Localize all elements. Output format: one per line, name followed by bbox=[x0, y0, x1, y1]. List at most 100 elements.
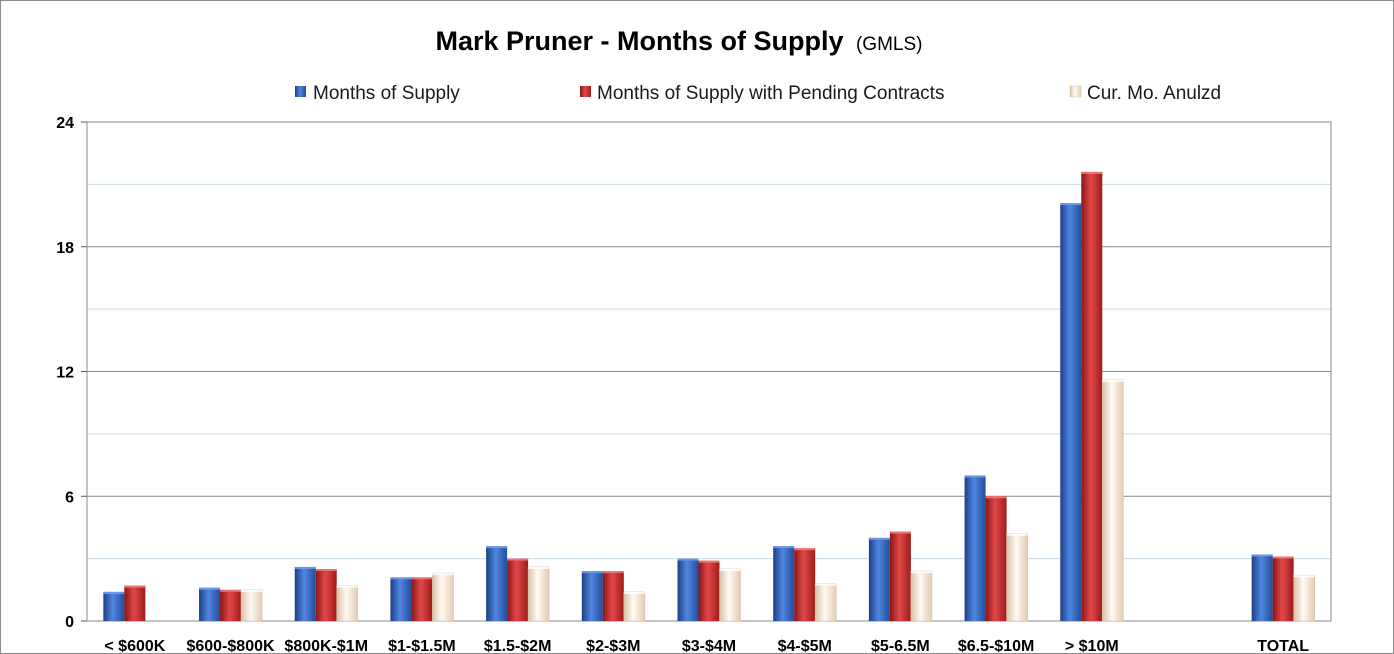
bar-pending-contracts bbox=[985, 496, 1007, 621]
bar-pending-contracts bbox=[889, 531, 911, 621]
x-tick-label: $5-6.5M bbox=[871, 638, 930, 653]
bar-top-highlight bbox=[1102, 379, 1124, 382]
x-tick-label: $4-$5M bbox=[778, 638, 832, 653]
bar-cur-mo-anulzd bbox=[336, 585, 359, 622]
bar-cur-mo-anulzd bbox=[814, 583, 837, 622]
y-tick-label: 24 bbox=[56, 115, 74, 132]
bar-top-highlight bbox=[1081, 171, 1103, 174]
bar-top-highlight bbox=[719, 569, 741, 572]
bar-top-highlight bbox=[698, 560, 720, 563]
bar-cur-mo-anulzd bbox=[910, 570, 933, 622]
bar-pending-contracts bbox=[602, 571, 624, 621]
legend-item-pending-contracts: Months of Supply with Pending Contracts bbox=[580, 83, 944, 104]
y-tick-label: 0 bbox=[65, 614, 74, 631]
bar-months-of-supply bbox=[964, 475, 986, 621]
bar-top-highlight bbox=[294, 566, 316, 569]
bar-months-of-supply bbox=[103, 591, 125, 621]
bar-top-highlight bbox=[241, 589, 263, 592]
x-tick-label: $600-$800K bbox=[186, 638, 275, 653]
bar-top-highlight bbox=[432, 573, 454, 576]
bar-top-highlight bbox=[411, 577, 433, 580]
bar-months-of-supply bbox=[1060, 203, 1082, 621]
bar-top-highlight bbox=[1060, 203, 1082, 206]
bar-top-highlight bbox=[507, 558, 529, 561]
bar-top-highlight bbox=[868, 537, 890, 540]
bar-top-highlight bbox=[1251, 554, 1273, 557]
bar-top-highlight bbox=[199, 587, 221, 590]
bar-pending-contracts bbox=[1081, 171, 1103, 621]
bar-months-of-supply bbox=[868, 537, 890, 621]
x-tick-label: $1.5-$2M bbox=[484, 638, 552, 653]
chart-subtitle: (GMLS) bbox=[856, 34, 923, 55]
x-tick-label: TOTAL bbox=[1257, 638, 1309, 653]
legend-swatch-months-of-supply bbox=[295, 86, 306, 97]
bar-top-highlight bbox=[1006, 533, 1028, 536]
bar-top-highlight bbox=[889, 531, 911, 534]
x-tick-label: $800K-$1M bbox=[284, 638, 368, 653]
bar-pending-contracts bbox=[315, 569, 337, 621]
bar-top-highlight bbox=[581, 571, 603, 574]
x-tick-label: $3-$4M bbox=[682, 638, 736, 653]
legend-label-cur-mo-anulzd: Cur. Mo. Anulzd bbox=[1087, 83, 1221, 104]
x-tick-label: $2-$3M bbox=[586, 638, 640, 653]
bar-top-highlight bbox=[794, 548, 816, 551]
bar-pending-contracts bbox=[411, 577, 433, 621]
bar-pending-contracts bbox=[794, 548, 816, 621]
x-tick-label: $6.5-$10M bbox=[958, 638, 1035, 653]
bar-cur-mo-anulzd bbox=[719, 568, 741, 622]
bar-top-highlight bbox=[677, 558, 699, 561]
chart-title: Mark Pruner - Months of Supply (GMLS) bbox=[436, 26, 923, 56]
chart-title-main: Mark Pruner - Months of Supply bbox=[436, 26, 844, 56]
bar-cur-mo-anulzd bbox=[1006, 533, 1028, 622]
legend-swatch-pending-contracts bbox=[580, 86, 591, 97]
bar-pending-contracts bbox=[507, 558, 529, 621]
y-tick-label: 18 bbox=[56, 240, 74, 257]
bar-cur-mo-anulzd bbox=[527, 566, 550, 622]
chart-legend: Months of Supply Months of Supply with P… bbox=[295, 83, 1221, 104]
bar-months-of-supply bbox=[390, 577, 412, 621]
bar-pending-contracts bbox=[220, 589, 242, 621]
plot-area: 0 6 12 18 24 < $600K $600-$800K $800K-$1M $1-$1.… bbox=[56, 115, 1332, 653]
bar-top-highlight bbox=[773, 546, 795, 549]
x-tick-label: $1-$1.5M bbox=[388, 638, 456, 653]
bar-months-of-supply bbox=[199, 587, 221, 621]
bar-pending-contracts bbox=[698, 560, 720, 621]
bar-top-highlight bbox=[528, 566, 550, 569]
bar-cur-mo-anulzd bbox=[432, 572, 454, 622]
bar-cur-mo-anulzd bbox=[623, 591, 646, 622]
bar-top-highlight bbox=[1293, 575, 1315, 578]
legend-item-cur-mo-anulzd: Cur. Mo. Anulzd bbox=[1069, 83, 1221, 104]
bar-months-of-supply bbox=[677, 558, 699, 621]
y-tick-label: 12 bbox=[56, 365, 74, 382]
legend-item-months-of-supply: Months of Supply bbox=[295, 83, 460, 104]
bar-pending-contracts bbox=[1272, 556, 1294, 621]
bar-cur-mo-anulzd bbox=[1101, 379, 1124, 622]
bar-top-highlight bbox=[315, 569, 337, 572]
bar-top-highlight bbox=[336, 585, 358, 588]
bar-months-of-supply bbox=[486, 546, 508, 621]
bar-months-of-supply bbox=[773, 546, 795, 621]
bar-months-of-supply bbox=[294, 566, 316, 621]
bar-top-highlight bbox=[602, 571, 624, 574]
bar-months-of-supply bbox=[581, 571, 603, 621]
bar-top-highlight bbox=[124, 585, 146, 588]
bar-top-highlight bbox=[486, 546, 508, 549]
bar-cur-mo-anulzd bbox=[240, 589, 263, 622]
bar-top-highlight bbox=[1272, 556, 1294, 559]
bar-top-highlight bbox=[623, 591, 645, 594]
bar-top-highlight bbox=[910, 571, 932, 574]
bar-cur-mo-anulzd bbox=[1293, 574, 1315, 622]
x-tick-label: > $10M bbox=[1065, 638, 1119, 653]
bar-months-of-supply bbox=[1251, 554, 1273, 621]
bar-top-highlight bbox=[815, 583, 837, 586]
bar-top-highlight bbox=[220, 589, 242, 592]
legend-label-pending-contracts: Months of Supply with Pending Contracts bbox=[597, 83, 944, 104]
bar-top-highlight bbox=[964, 475, 986, 478]
y-tick-label: 6 bbox=[65, 489, 74, 506]
bar-top-highlight bbox=[103, 591, 125, 594]
legend-label-months-of-supply: Months of Supply bbox=[313, 83, 460, 104]
x-tick-label: < $600K bbox=[104, 638, 165, 653]
bar-top-highlight bbox=[390, 577, 412, 580]
